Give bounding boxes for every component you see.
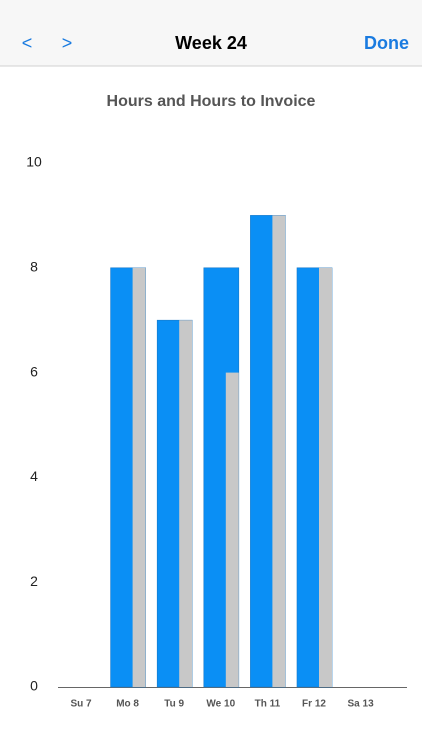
x-tick-label: Mo 8 bbox=[116, 699, 139, 710]
y-tick-label: 4 bbox=[30, 468, 38, 484]
forward-button[interactable]: > bbox=[62, 33, 73, 53]
x-tick-label: Su 7 bbox=[70, 699, 92, 710]
y-tick-label: 2 bbox=[30, 573, 38, 589]
x-tick-label: Fr 12 bbox=[302, 699, 326, 710]
done-button[interactable]: Done bbox=[364, 33, 409, 53]
invoice-bar bbox=[272, 215, 286, 687]
nav-bar bbox=[0, 0, 422, 66]
y-tick-label: 8 bbox=[30, 259, 38, 275]
y-tick-label: 10 bbox=[26, 154, 42, 170]
invoice-bar bbox=[179, 320, 193, 687]
invoice-bar bbox=[132, 267, 146, 687]
chart-title: Hours and Hours to Invoice bbox=[107, 93, 316, 110]
invoice-bar bbox=[225, 372, 239, 687]
invoice-bar bbox=[319, 267, 332, 687]
y-tick-label: 6 bbox=[30, 363, 38, 379]
y-tick-label: 0 bbox=[30, 678, 38, 694]
nav-title: Week 24 bbox=[175, 33, 247, 53]
x-tick-label: Tu 9 bbox=[164, 699, 184, 710]
back-button[interactable]: < bbox=[22, 33, 33, 53]
x-tick-label: Th 11 bbox=[255, 699, 281, 710]
x-tick-label: We 10 bbox=[206, 699, 235, 710]
x-tick-label: Sa 13 bbox=[348, 699, 375, 710]
